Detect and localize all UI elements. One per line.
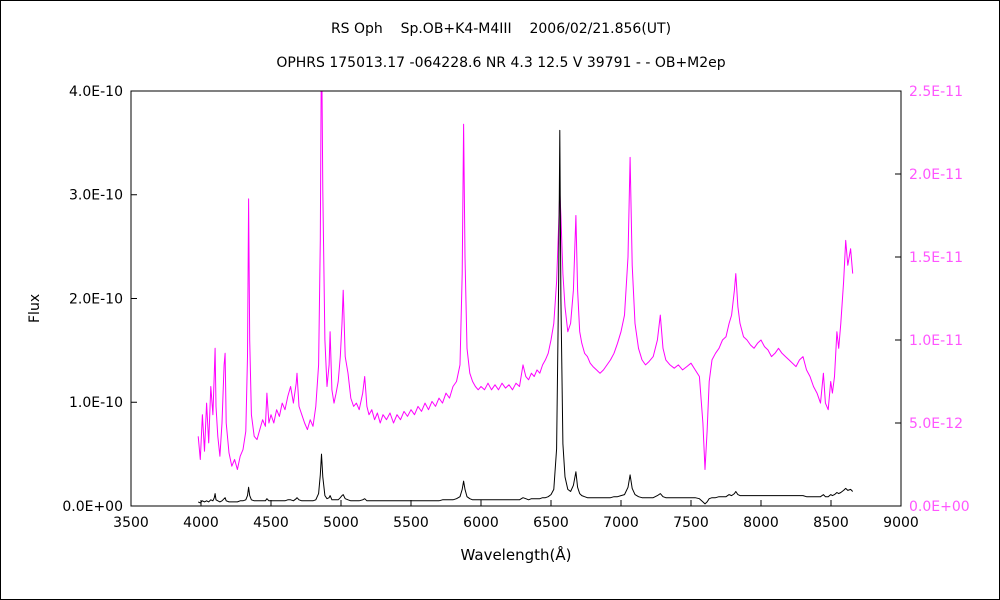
spectrum-magenta-line: [197, 91, 854, 470]
y-right-tick-label: 2.0E-11: [909, 167, 963, 183]
x-tick-label: 5000: [323, 515, 359, 531]
x-axis-label: Wavelength(Å): [460, 546, 572, 564]
x-tick-label: 7500: [673, 515, 709, 531]
x-tick-label: 8000: [743, 515, 779, 531]
spectrum-black-line: [197, 129, 854, 505]
y-right-tick-label: 1.0E-11: [909, 333, 963, 349]
x-tick-label: 5500: [393, 515, 429, 531]
x-tick-label: 6000: [463, 515, 499, 531]
y-left-tick-label: 4.0E-10: [69, 84, 123, 100]
chart-title-line1: RS Oph Sp.OB+K4-M4III 2006/02/21.856(UT): [330, 21, 672, 37]
x-tick-label: 3500: [113, 515, 149, 531]
x-tick-label: 8500: [813, 515, 849, 531]
y-right-tick-label: 1.5E-11: [909, 250, 963, 266]
y-left-tick-label: 1.0E-10: [69, 395, 123, 411]
x-tick-label: 6500: [533, 515, 569, 531]
chart-title-line2: OPHRS 175013.17 -064228.6 NR 4.3 12.5 V …: [276, 55, 726, 71]
x-tick-label: 7000: [603, 515, 639, 531]
x-tick-label: 4500: [253, 515, 289, 531]
y-left-tick-label: 0.0E+00: [62, 499, 123, 515]
x-tick-label: 9000: [883, 515, 919, 531]
y-right-tick-label: 2.5E-11: [909, 84, 963, 100]
y-left-tick-label: 3.0E-10: [69, 188, 123, 204]
y-left-tick-label: 2.0E-10: [69, 291, 123, 307]
x-tick-label: 4000: [183, 515, 219, 531]
y-right-tick-label: 5.0E-12: [909, 416, 963, 432]
plot-frame: [130, 90, 902, 507]
y-right-tick-label: 0.0E+00: [909, 499, 970, 515]
